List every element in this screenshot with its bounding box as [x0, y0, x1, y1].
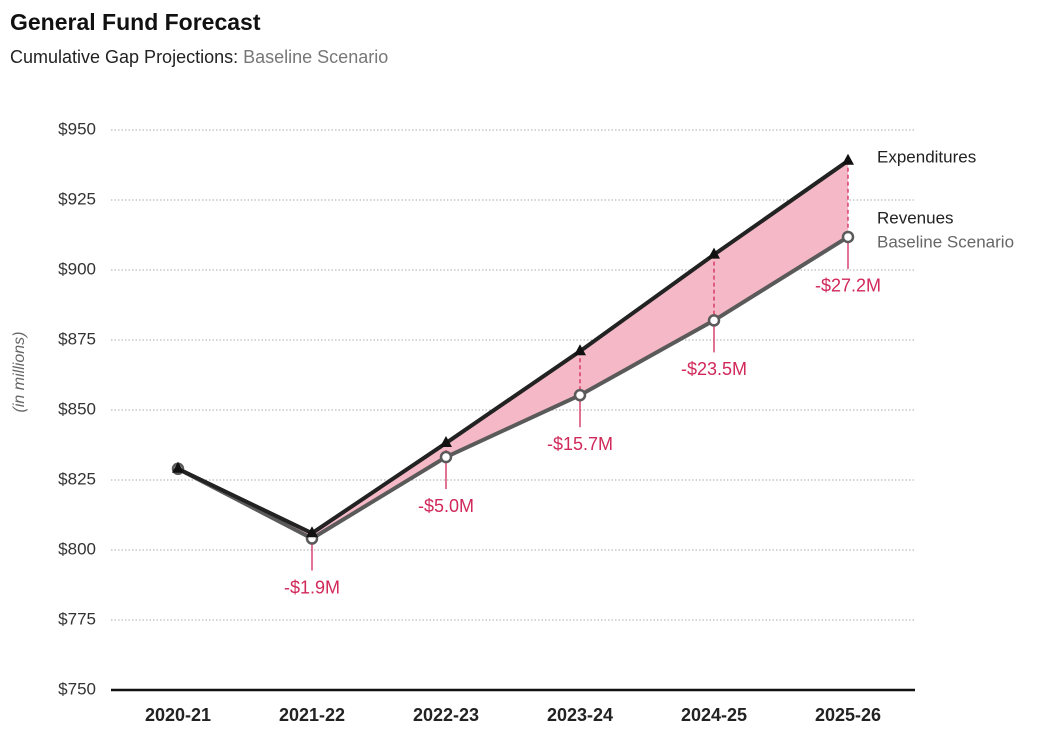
- marker: [439, 450, 453, 464]
- series-label: Revenues: [877, 208, 954, 227]
- gap-area: [178, 160, 848, 539]
- subtitle-text: Cumulative Gap Projections:: [10, 47, 238, 67]
- x-tick-label: 2023-24: [547, 705, 613, 725]
- series-label: Expenditures: [877, 147, 976, 166]
- x-tick-label: 2021-22: [279, 705, 345, 725]
- marker: [842, 153, 854, 165]
- x-tick-label: 2024-25: [681, 705, 747, 725]
- x-tick-label: 2020-21: [145, 705, 211, 725]
- marker: [440, 436, 452, 448]
- x-tick-label: 2022-23: [413, 705, 479, 725]
- marker: [306, 526, 318, 538]
- y-tick-label: $850: [58, 399, 96, 418]
- y-tick-label: $800: [58, 539, 96, 558]
- y-tick-label: $775: [58, 609, 96, 628]
- marker: [707, 314, 721, 327]
- x-tick-label: 2025-26: [815, 705, 881, 725]
- y-axis-label: (in millions): [11, 332, 28, 413]
- subtitle-scenario: Baseline Scenario: [243, 47, 388, 67]
- gap-label: -$23.5M: [681, 359, 747, 379]
- gap-label: -$5.0M: [418, 496, 474, 516]
- marker: [172, 461, 184, 473]
- y-tick-label: $875: [58, 329, 96, 348]
- series-scenario: Baseline Scenario: [877, 232, 1014, 251]
- y-tick-label: $925: [58, 189, 96, 208]
- y-tick-label: $900: [58, 259, 96, 278]
- gap-label: -$15.7M: [547, 434, 613, 454]
- gap-label: -$27.2M: [815, 276, 881, 296]
- series-line: [177, 159, 850, 536]
- y-tick-label: $950: [58, 119, 96, 138]
- marker: [574, 344, 586, 356]
- marker: [573, 388, 587, 402]
- y-tick-label: $750: [58, 679, 96, 698]
- gap-label: -$1.9M: [284, 577, 340, 597]
- chart-subtitle: Cumulative Gap Projections: Baseline Sce…: [10, 47, 388, 67]
- marker: [708, 247, 720, 259]
- y-tick-label: $825: [58, 469, 96, 488]
- series-line: [177, 235, 850, 541]
- marker: [841, 230, 855, 244]
- chart-title: General Fund Forecast: [10, 9, 261, 35]
